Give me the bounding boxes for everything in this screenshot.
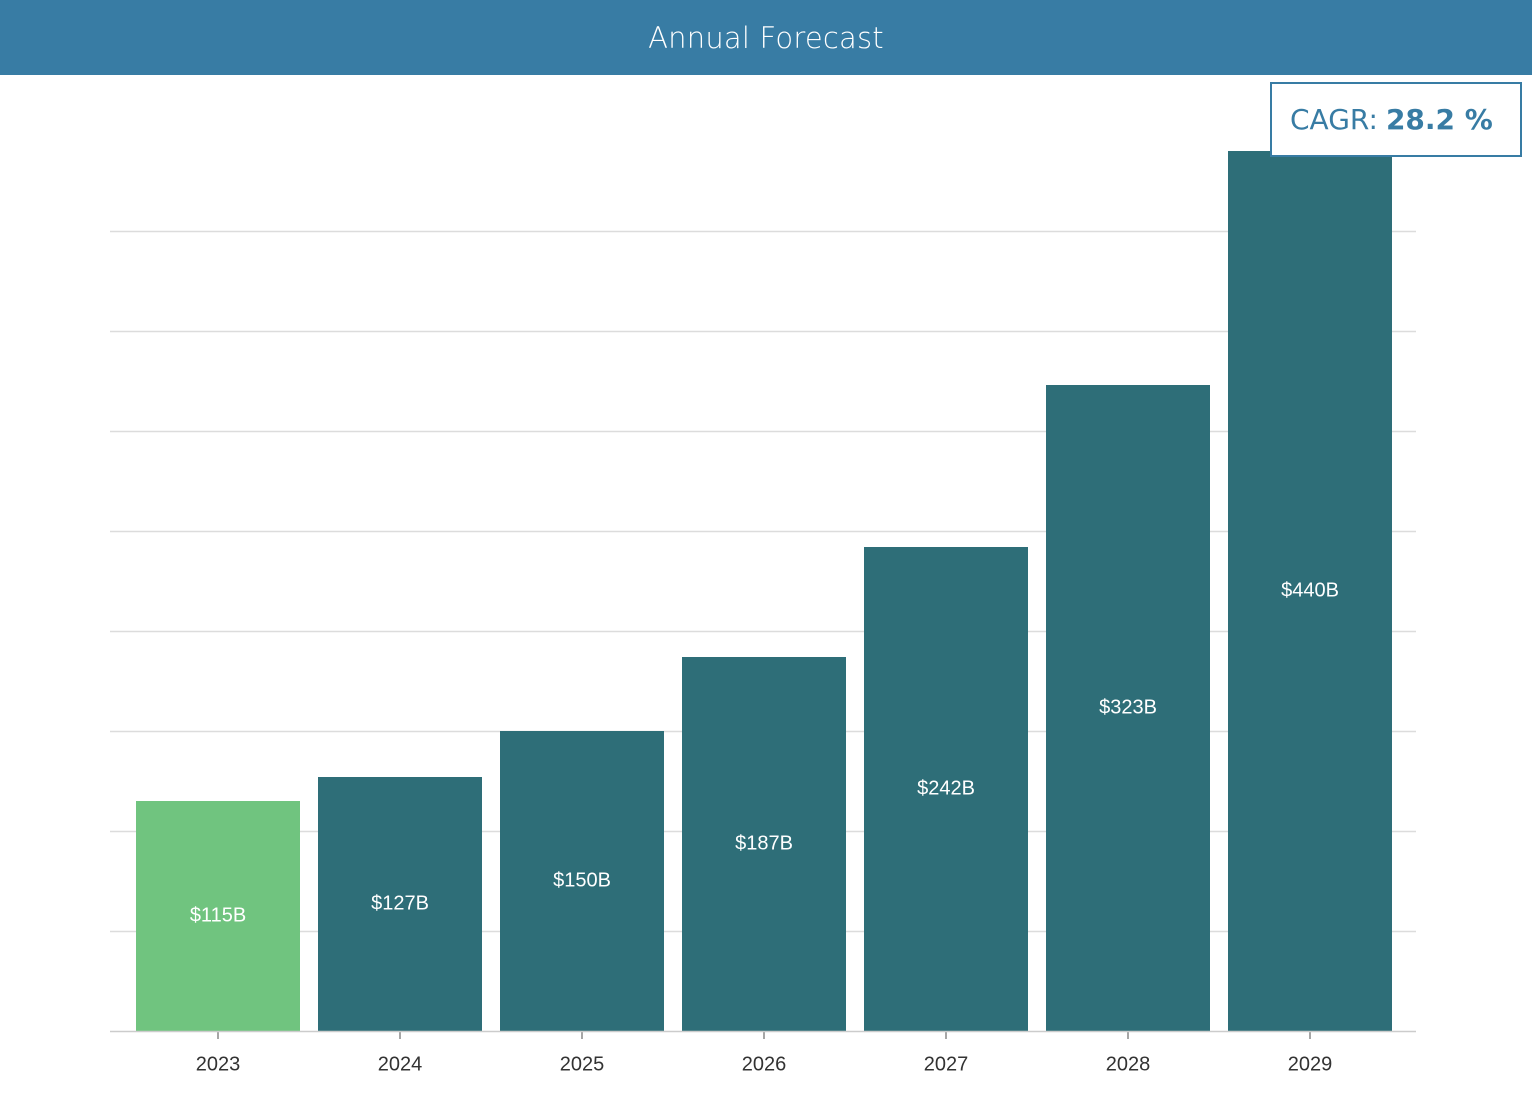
bar-value-label: $242B bbox=[917, 777, 975, 799]
bar-value-label: $187B bbox=[735, 832, 793, 854]
cagr-label: CAGR: bbox=[1290, 103, 1378, 136]
x-tick-label: 2025 bbox=[560, 1053, 605, 1075]
x-tick-label: 2026 bbox=[742, 1053, 787, 1075]
bar-2024 bbox=[318, 777, 482, 1031]
chart-title: Annual Forecast bbox=[648, 20, 884, 55]
bar-2029 bbox=[1228, 151, 1392, 1031]
bar-value-label: $115B bbox=[190, 904, 246, 926]
x-tick-label: 2024 bbox=[378, 1053, 423, 1075]
bar-value-label: $150B bbox=[553, 869, 611, 891]
bar-value-label: $127B bbox=[371, 892, 429, 914]
bar-2026 bbox=[682, 657, 846, 1031]
x-tick-label: 2027 bbox=[924, 1053, 969, 1075]
x-tick-label: 2028 bbox=[1106, 1053, 1151, 1075]
chart-header: Annual Forecast bbox=[0, 0, 1532, 75]
x-tick-label: 2023 bbox=[196, 1053, 241, 1075]
bar-2027 bbox=[864, 547, 1028, 1031]
bar-value-label: $440B bbox=[1281, 579, 1339, 601]
bar-2025 bbox=[500, 731, 664, 1031]
bar-2023 bbox=[136, 801, 300, 1031]
bar-2028 bbox=[1046, 385, 1210, 1031]
bar-value-label: $323B bbox=[1099, 696, 1157, 718]
cagr-badge: CAGR: 28.2 % bbox=[1270, 82, 1522, 157]
cagr-value: 28.2 % bbox=[1385, 103, 1493, 136]
x-tick-label: 2029 bbox=[1288, 1053, 1333, 1075]
